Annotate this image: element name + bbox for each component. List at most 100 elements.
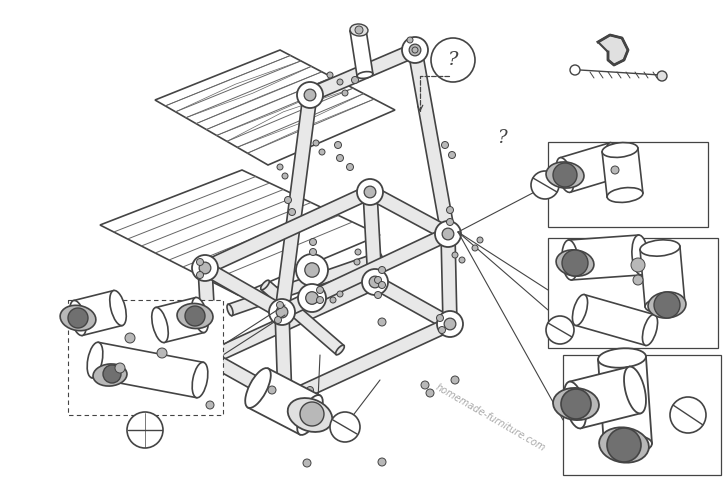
- Ellipse shape: [278, 306, 286, 319]
- Ellipse shape: [350, 27, 366, 34]
- Circle shape: [337, 291, 343, 297]
- Ellipse shape: [562, 240, 578, 280]
- Circle shape: [409, 44, 420, 56]
- Ellipse shape: [598, 348, 646, 368]
- Polygon shape: [350, 29, 373, 76]
- Ellipse shape: [227, 304, 233, 316]
- Circle shape: [336, 155, 344, 162]
- Circle shape: [206, 401, 214, 409]
- Ellipse shape: [303, 92, 317, 98]
- Circle shape: [268, 386, 276, 394]
- Polygon shape: [207, 276, 378, 365]
- Ellipse shape: [336, 345, 344, 355]
- Circle shape: [378, 458, 386, 466]
- Ellipse shape: [624, 367, 646, 413]
- Ellipse shape: [192, 297, 208, 332]
- Circle shape: [337, 79, 343, 85]
- Ellipse shape: [371, 276, 379, 288]
- Circle shape: [307, 386, 313, 394]
- Polygon shape: [560, 143, 620, 192]
- Ellipse shape: [602, 143, 638, 158]
- Polygon shape: [202, 186, 373, 274]
- Circle shape: [269, 299, 295, 325]
- Ellipse shape: [444, 228, 452, 240]
- Ellipse shape: [599, 427, 649, 463]
- Ellipse shape: [370, 276, 379, 288]
- Circle shape: [531, 171, 559, 199]
- Circle shape: [317, 296, 323, 303]
- Ellipse shape: [441, 231, 455, 237]
- Circle shape: [209, 359, 215, 366]
- Circle shape: [352, 77, 358, 83]
- Circle shape: [289, 208, 296, 215]
- Ellipse shape: [573, 294, 587, 326]
- Ellipse shape: [642, 315, 658, 345]
- Circle shape: [347, 164, 354, 170]
- Circle shape: [284, 197, 291, 204]
- Circle shape: [407, 37, 413, 43]
- Circle shape: [282, 173, 288, 179]
- Circle shape: [553, 163, 577, 187]
- Circle shape: [297, 82, 323, 108]
- Circle shape: [364, 186, 376, 198]
- Circle shape: [357, 67, 363, 74]
- Circle shape: [300, 402, 324, 426]
- Circle shape: [197, 345, 223, 371]
- Ellipse shape: [446, 318, 454, 330]
- Polygon shape: [275, 312, 292, 400]
- Circle shape: [477, 237, 483, 243]
- Circle shape: [127, 412, 163, 448]
- Circle shape: [546, 316, 574, 344]
- Circle shape: [447, 218, 454, 225]
- Circle shape: [452, 252, 458, 258]
- Ellipse shape: [206, 352, 214, 364]
- Ellipse shape: [357, 72, 373, 79]
- Ellipse shape: [198, 265, 212, 271]
- Ellipse shape: [281, 394, 289, 406]
- Circle shape: [449, 152, 455, 159]
- FancyBboxPatch shape: [563, 355, 721, 475]
- Circle shape: [611, 166, 619, 174]
- Circle shape: [670, 397, 706, 433]
- Circle shape: [196, 272, 204, 279]
- Ellipse shape: [368, 279, 382, 285]
- Text: homemade-furniture.com: homemade-furniture.com: [434, 382, 547, 453]
- Polygon shape: [640, 246, 685, 307]
- Circle shape: [68, 308, 88, 328]
- Circle shape: [654, 292, 680, 318]
- Circle shape: [303, 459, 311, 467]
- Ellipse shape: [201, 261, 209, 275]
- Polygon shape: [156, 297, 204, 342]
- Ellipse shape: [553, 388, 599, 420]
- Circle shape: [357, 179, 383, 205]
- Ellipse shape: [350, 24, 368, 36]
- Ellipse shape: [604, 435, 652, 454]
- Polygon shape: [372, 276, 453, 330]
- Ellipse shape: [640, 240, 680, 256]
- Circle shape: [207, 346, 213, 354]
- Polygon shape: [307, 43, 418, 101]
- Polygon shape: [198, 268, 217, 358]
- Circle shape: [436, 315, 444, 322]
- Polygon shape: [100, 170, 380, 295]
- Circle shape: [562, 250, 588, 276]
- FancyBboxPatch shape: [68, 300, 223, 415]
- Circle shape: [313, 140, 319, 146]
- Ellipse shape: [366, 186, 374, 198]
- Circle shape: [570, 65, 580, 75]
- Text: ?: ?: [448, 51, 458, 69]
- Circle shape: [296, 254, 328, 286]
- Ellipse shape: [366, 186, 374, 199]
- Ellipse shape: [607, 188, 643, 203]
- Circle shape: [306, 291, 318, 304]
- Circle shape: [157, 348, 167, 358]
- Ellipse shape: [556, 158, 573, 192]
- Ellipse shape: [177, 303, 213, 329]
- Circle shape: [298, 284, 326, 312]
- Circle shape: [439, 327, 445, 333]
- Ellipse shape: [297, 395, 323, 435]
- Polygon shape: [576, 294, 655, 345]
- Circle shape: [472, 245, 478, 251]
- Circle shape: [355, 249, 361, 255]
- Polygon shape: [568, 235, 642, 280]
